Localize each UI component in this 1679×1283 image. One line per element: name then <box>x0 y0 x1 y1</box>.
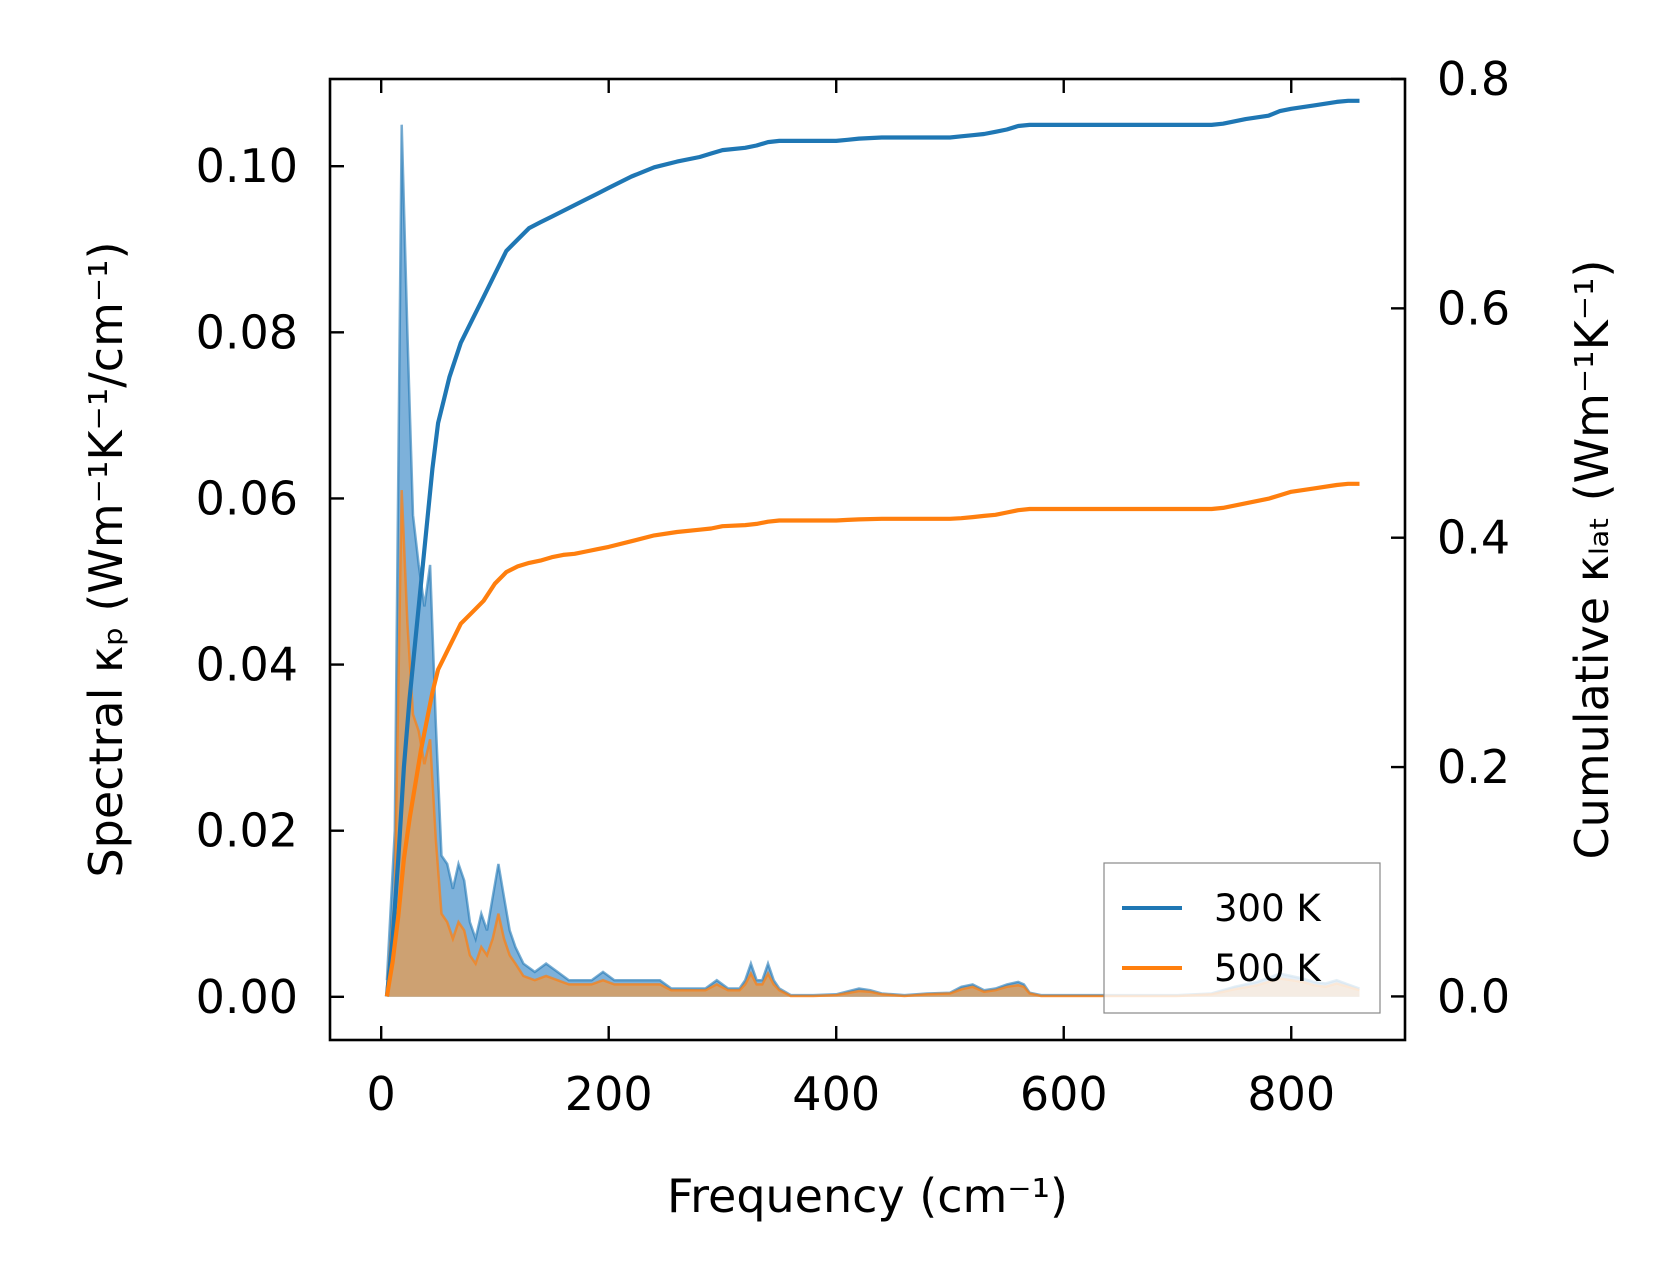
legend: 300 K 500 K <box>1103 862 1381 1014</box>
legend-label-500k: 500 K <box>1214 947 1322 990</box>
spectral-fills <box>385 124 1360 998</box>
legend-box <box>1103 862 1381 1014</box>
spectral-line-500k <box>385 490 1360 998</box>
y-right-tick-label: 0.0 <box>1437 969 1510 1023</box>
x-tick-label: 200 <box>565 1067 653 1121</box>
y-right-tick-label: 0.2 <box>1437 740 1510 794</box>
tick-labels: 0 200 400 600 800 0.00 0.02 0.04 0.06 0.08 0.10 0.0… <box>196 52 1511 1121</box>
cumulative-line-500k <box>384 481 1360 997</box>
plot-frame <box>328 77 1407 1042</box>
data-lines <box>384 98 1360 997</box>
x-tick-label: 800 <box>1247 1067 1335 1121</box>
y-left-tick-label: 0.08 <box>196 305 298 359</box>
y-right-tick-label: 0.8 <box>1437 52 1510 106</box>
y-left-tick-label: 0.02 <box>196 804 298 858</box>
x-axis-label: Frequency (cm⁻¹) <box>667 1169 1068 1223</box>
y-axis-left-label: Spectral κₚ (Wm⁻¹K⁻¹/cm⁻¹) <box>79 241 133 877</box>
x-tick-label: 0 <box>367 1067 396 1121</box>
cumulative-line-300k <box>384 98 1360 997</box>
y-axis-right-label: Cumulative κₗₐₜ (Wm⁻¹K⁻¹) <box>1565 260 1619 860</box>
y-left-tick-label: 0.10 <box>196 139 298 193</box>
axis-ticks <box>330 77 1405 1040</box>
x-tick-label: 600 <box>1020 1067 1108 1121</box>
y-right-tick-label: 0.4 <box>1437 511 1510 565</box>
x-tick-label: 400 <box>792 1067 880 1121</box>
y-left-tick-label: 0.00 <box>196 970 298 1024</box>
y-right-tick-label: 0.6 <box>1437 281 1510 335</box>
legend-label-300k: 300 K <box>1214 887 1322 930</box>
y-left-tick-label: 0.04 <box>196 638 298 692</box>
y-left-tick-label: 0.06 <box>196 471 298 525</box>
